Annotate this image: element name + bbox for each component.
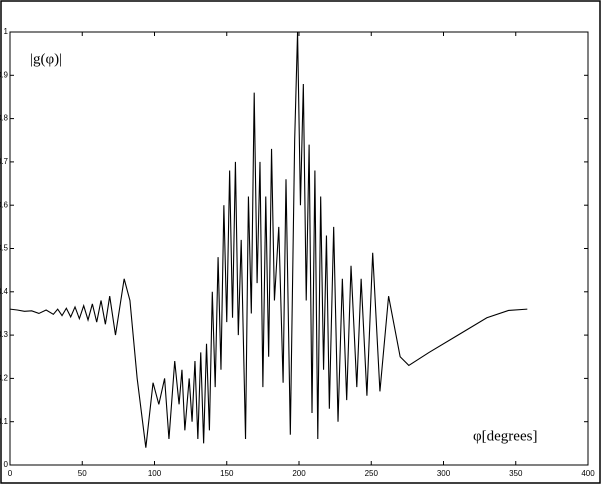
- x-tick-label: 250: [365, 469, 379, 478]
- y-tick-label: 0.5: [0, 244, 9, 253]
- x-annotation: φ[degrees]: [473, 428, 537, 444]
- y-tick-label: 0.8: [0, 114, 9, 123]
- x-tick-label: 400: [581, 469, 595, 478]
- y-tick-label: 0.9: [0, 70, 9, 79]
- y-tick-label: 1: [4, 27, 9, 36]
- y-tick-label: 0.1: [0, 417, 9, 426]
- y-tick-label: 0.6: [0, 200, 9, 209]
- y-tick-label: 0.2: [0, 374, 9, 383]
- x-tick-label: 300: [437, 469, 451, 478]
- x-tick-label: 0: [8, 469, 13, 478]
- y-tick-label: 0.3: [0, 330, 9, 339]
- y-tick-label: 0.7: [0, 157, 9, 166]
- y-annotation: |g(φ)|: [30, 51, 62, 67]
- x-tick-label: 150: [220, 469, 234, 478]
- y-tick-label: 0: [4, 460, 9, 469]
- x-tick-label: 200: [292, 469, 306, 478]
- y-tick-label: 0.4: [0, 287, 9, 296]
- data-line: [9, 31, 528, 448]
- x-tick-label: 50: [78, 469, 87, 478]
- x-tick-label: 100: [148, 469, 162, 478]
- x-tick-label: 350: [509, 469, 523, 478]
